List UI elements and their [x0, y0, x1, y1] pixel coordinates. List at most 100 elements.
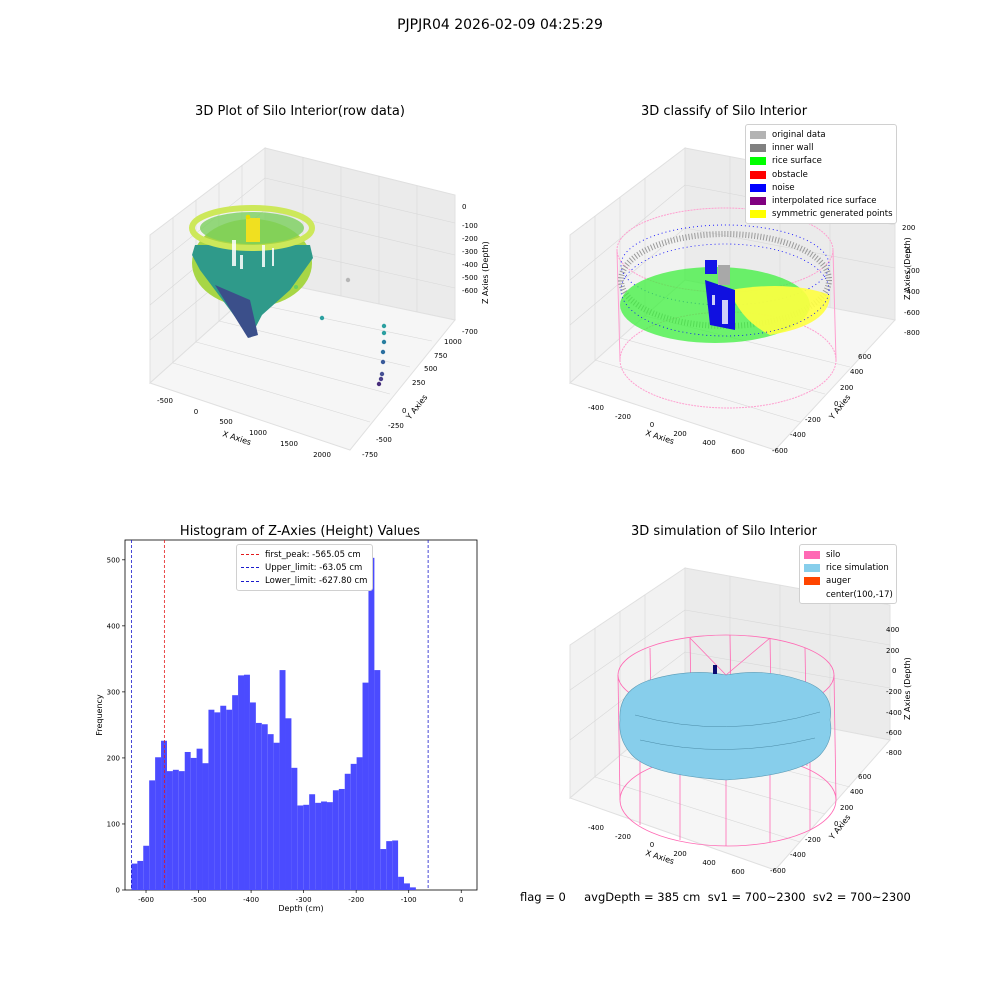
p2-xtick: -400: [588, 404, 604, 412]
panel2-legend: original data inner wall rice surface ob…: [745, 124, 897, 225]
histogram-bar: [309, 794, 316, 890]
histogram-bar: [249, 702, 256, 890]
p2-ztick: 0: [906, 247, 910, 255]
p1-xtick: 500: [219, 418, 232, 426]
histogram-bar: [131, 863, 138, 890]
histogram-bar: [208, 709, 215, 890]
p4-xtick: 600: [731, 868, 744, 876]
p4-ztick: -800: [886, 749, 902, 757]
p4-ytick: 0: [834, 820, 838, 828]
histogram-bar: [344, 773, 351, 890]
p4-xtick: 400: [702, 859, 715, 867]
legend-item: original data: [750, 128, 891, 141]
p4-ztick: -600: [886, 729, 902, 737]
x-tick-label: -500: [191, 896, 207, 904]
histogram-bar: [380, 849, 387, 890]
p2-zlabel: Z Axies (Depth): [903, 237, 912, 300]
p2-ztick: -600: [904, 309, 920, 317]
y-tick-label: 0: [116, 887, 120, 895]
histogram-bar: [166, 771, 173, 890]
histogram-bar: [137, 860, 144, 890]
p4-ztick: -200: [886, 688, 902, 696]
histogram-bar: [261, 724, 268, 890]
histogram-bar: [356, 757, 363, 890]
histogram-bar: [374, 670, 381, 890]
hist-xlabel: Depth (cm): [278, 904, 323, 913]
legend-item: symmetric generated points: [750, 208, 893, 221]
x-tick-label: 0: [459, 896, 463, 904]
histogram-bar: [398, 876, 405, 890]
p1-ztick: 0: [462, 203, 466, 211]
p1-ztick: -200: [462, 235, 478, 243]
panel1-3d-plot: -500 0 500 1000 1500 2000 -750 -500 -250…: [149, 146, 490, 459]
histogram-bar: [149, 780, 156, 890]
histogram-bar: [238, 675, 245, 890]
histogram-bar: [350, 763, 357, 890]
x-tick-label: -200: [348, 896, 364, 904]
histogram-bar: [321, 801, 327, 890]
histogram-bar: [392, 840, 399, 890]
histogram-bar: [143, 845, 150, 890]
p1-ztick: -100: [462, 222, 478, 230]
legend-item: inner wall: [750, 141, 891, 154]
p1-ytick: -500: [376, 436, 392, 444]
panel2-title: 3D classify of Silo Interior: [640, 104, 808, 119]
p1-ytick: 1000: [444, 338, 462, 346]
p4-ztick: 200: [886, 647, 899, 655]
p1-ylabel: Y Axies: [404, 393, 430, 422]
panel1-title: 3D Plot of Silo Interior(row data): [195, 104, 405, 119]
histogram-bar: [404, 883, 410, 890]
y-tick-label: 100: [107, 820, 120, 828]
p4-xtick: 0: [650, 841, 654, 849]
histogram-bar: [244, 674, 250, 890]
p2-ztick: -200: [904, 267, 920, 275]
p4-ytick: 200: [840, 804, 853, 812]
legend-item: Lower_limit: -627.80 cm: [241, 575, 367, 588]
p4-ytick: 600: [858, 773, 871, 781]
x-tick-label: -300: [296, 896, 312, 904]
p2-ytick: 200: [840, 384, 853, 392]
p1-xtick: 0: [194, 408, 198, 416]
p1-ytick: 250: [412, 379, 425, 387]
histogram-bar: [202, 763, 209, 890]
legend-item: noise: [750, 181, 891, 194]
histogram-bar: [184, 751, 191, 890]
p4-ytick: -200: [805, 836, 821, 844]
p1-ztick: -400: [462, 261, 478, 269]
histogram-bar: [267, 734, 274, 890]
p2-ytick: -200: [805, 416, 821, 424]
histogram-bar: [279, 670, 286, 890]
p1-ztick: -600: [462, 287, 478, 295]
p2-ytick: 600: [858, 353, 871, 361]
p4-ytick: -400: [790, 851, 806, 859]
p1-xtick: 1000: [249, 429, 267, 437]
histogram-bar: [368, 557, 375, 890]
histogram-bar: [362, 682, 369, 890]
histogram-bar: [273, 742, 280, 890]
legend-item: Upper_limit: -63.05 cm: [241, 561, 367, 574]
panel4-title: 3D simulation of Silo Interior: [631, 524, 817, 539]
p2-ytick: -600: [772, 447, 788, 455]
p2-ylabel: Y Axies: [827, 393, 853, 422]
p2-xtick: 600: [731, 448, 744, 456]
p2-xtick: 200: [673, 430, 686, 438]
p1-ztick: -300: [462, 248, 478, 256]
legend-item: rice simulation: [804, 561, 891, 574]
p1-ztick: -500: [462, 274, 478, 282]
p2-xlabel: X Axies: [644, 428, 675, 446]
histogram-bar: [338, 788, 345, 890]
histogram-bar: [255, 722, 262, 890]
figure-title: PJPJR04 2026-02-09 04:25:29: [397, 17, 603, 33]
p2-ztick: 200: [902, 224, 915, 232]
histogram-bar: [326, 802, 333, 890]
x-tick-label: -100: [401, 896, 417, 904]
histogram-bar: [226, 709, 233, 890]
legend-item: auger: [804, 575, 891, 588]
legend-item: rice surface: [750, 155, 891, 168]
p1-xtick: 2000: [313, 451, 331, 459]
p2-ytick: 0: [834, 400, 838, 408]
histogram-chart: -600 -500 -400 -300 -200 -100 0 0 100 200 300 400 5…: [95, 539, 478, 913]
p1-ytick: -250: [388, 422, 404, 430]
p2-xtick: 400: [702, 439, 715, 447]
histogram-bar: [155, 757, 162, 890]
